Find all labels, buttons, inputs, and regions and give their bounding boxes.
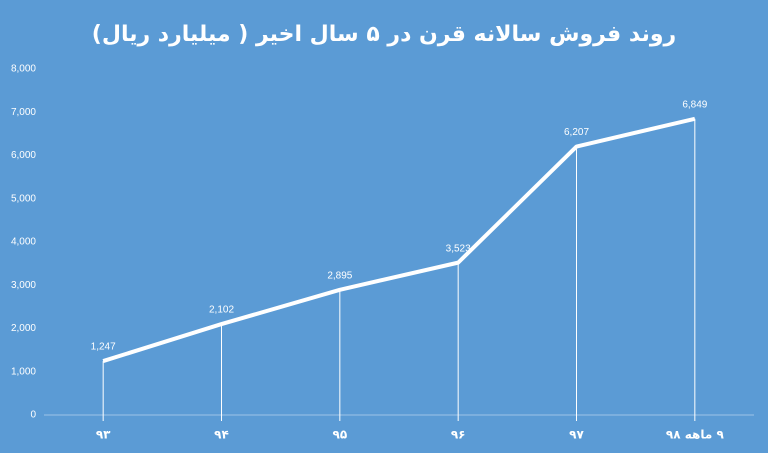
y-tick-label: 4,000 [11, 237, 36, 248]
y-tick-label: 2,000 [11, 323, 36, 334]
y-tick-label: 6,000 [11, 150, 36, 161]
data-label: 6,207 [564, 127, 589, 138]
x-tick-label: ۹۷ [569, 428, 584, 442]
x-tick-label: ۹۶ [451, 428, 466, 442]
y-tick-label: 5,000 [11, 193, 36, 204]
data-line [102, 116, 696, 363]
chart-title: روند فروش سالانه قرن در ۵ سال اخیر ( میل… [92, 22, 676, 47]
data-label: 2,895 [327, 270, 352, 281]
y-tick-label: 3,000 [11, 280, 36, 291]
y-tick-label: 0 [30, 410, 36, 421]
x-tick-label: ۹۴ [214, 428, 229, 442]
x-tick-label: ۹۳ [96, 428, 111, 442]
data-label: 1,247 [91, 342, 116, 353]
y-tick-label: 1,000 [11, 366, 36, 377]
x-tick-label: ۹ ماهه ۹۸ [666, 428, 725, 442]
x-tick-label: ۹۵ [333, 428, 348, 442]
y-tick-label: 8,000 [11, 64, 36, 75]
y-tick-label: 7,000 [11, 107, 36, 118]
data-label: 6,849 [682, 99, 707, 110]
data-label: 3,523 [446, 243, 471, 254]
data-label: 2,102 [209, 305, 234, 316]
